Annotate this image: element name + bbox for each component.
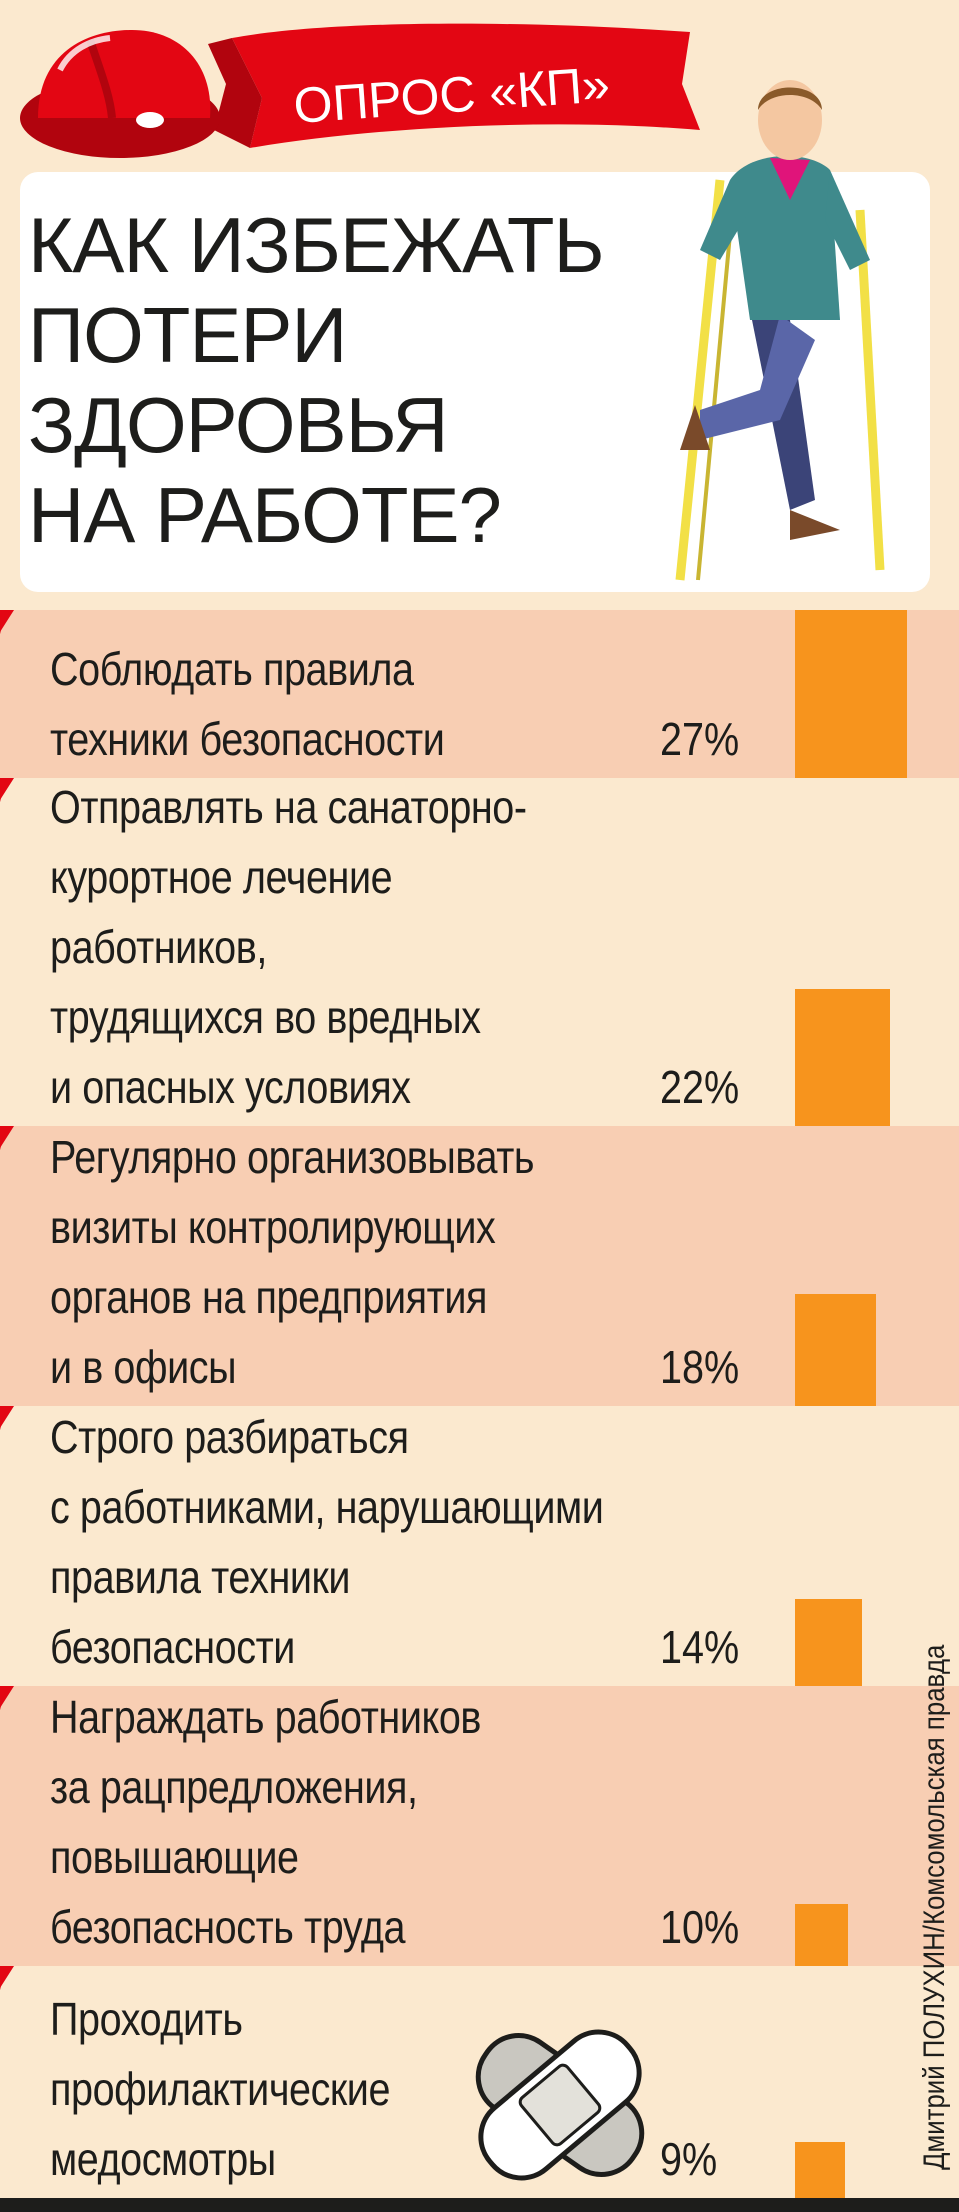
value-bar (795, 1599, 862, 1686)
value-bar (795, 989, 890, 1126)
page-title: КАК ИЗБЕЖАТЬ ПОТЕРИ ЗДОРОВЬЯ НА РАБОТЕ? (28, 201, 605, 559)
value-label: 18% (660, 1341, 740, 1393)
survey-row: Отправлять на санаторно- курортное лечен… (0, 778, 959, 1126)
red-corner-mark (0, 1966, 14, 1988)
red-corner-mark (0, 778, 14, 800)
value-label: 10% (660, 1901, 740, 1953)
value-label: 9% (660, 2133, 718, 2185)
answer-label: Награждать работников за рацпредложения,… (50, 1691, 482, 1953)
value-bar (795, 1294, 876, 1406)
man-on-crutches-illustration (675, 80, 885, 581)
answer-label: Регулярно организовывать визиты контроли… (50, 1131, 535, 1393)
survey-row: Строго разбираться с работниками, наруша… (0, 1406, 959, 1686)
survey-row: Награждать работников за рацпредложения,… (0, 1686, 959, 1966)
answer-label: Строго разбираться с работниками, наруша… (50, 1411, 604, 1673)
hard-hat-icon (20, 30, 220, 158)
survey-row: Проходить профилактические медосмотры 9% (0, 1966, 959, 2198)
value-label: 27% (660, 713, 740, 765)
value-label: 22% (660, 1061, 740, 1113)
header-banner-art (20, 23, 700, 158)
value-bar (795, 1904, 848, 1966)
answer-label: Проходить профилактические медосмотры (50, 1993, 391, 2185)
value-bar (795, 610, 907, 778)
banner-label: ОПРОС «КП» (292, 56, 612, 134)
banner-text-layer: ОПРОС «КП» (292, 56, 612, 134)
red-corner-mark (0, 1406, 14, 1428)
answer-label: Соблюдать правила техники безопасности (50, 643, 445, 765)
red-corner-mark (0, 1686, 14, 1708)
photo-credit: Дмитрий ПОЛУХИН/Комсомольская правда (918, 1644, 951, 2170)
survey-row: Регулярно организовывать визиты контроли… (0, 1126, 959, 1406)
survey-row: Соблюдать правила техники безопасности 27… (0, 610, 959, 778)
bottom-rule (0, 2198, 959, 2212)
red-corner-mark (0, 1126, 14, 1148)
value-label: 14% (660, 1621, 740, 1673)
adhesive-plaster-icon (475, 2029, 645, 2181)
answer-label: Отправлять на санаторно- курортное лечен… (50, 781, 527, 1113)
red-corner-mark (0, 610, 14, 632)
value-bar (795, 2142, 845, 2198)
